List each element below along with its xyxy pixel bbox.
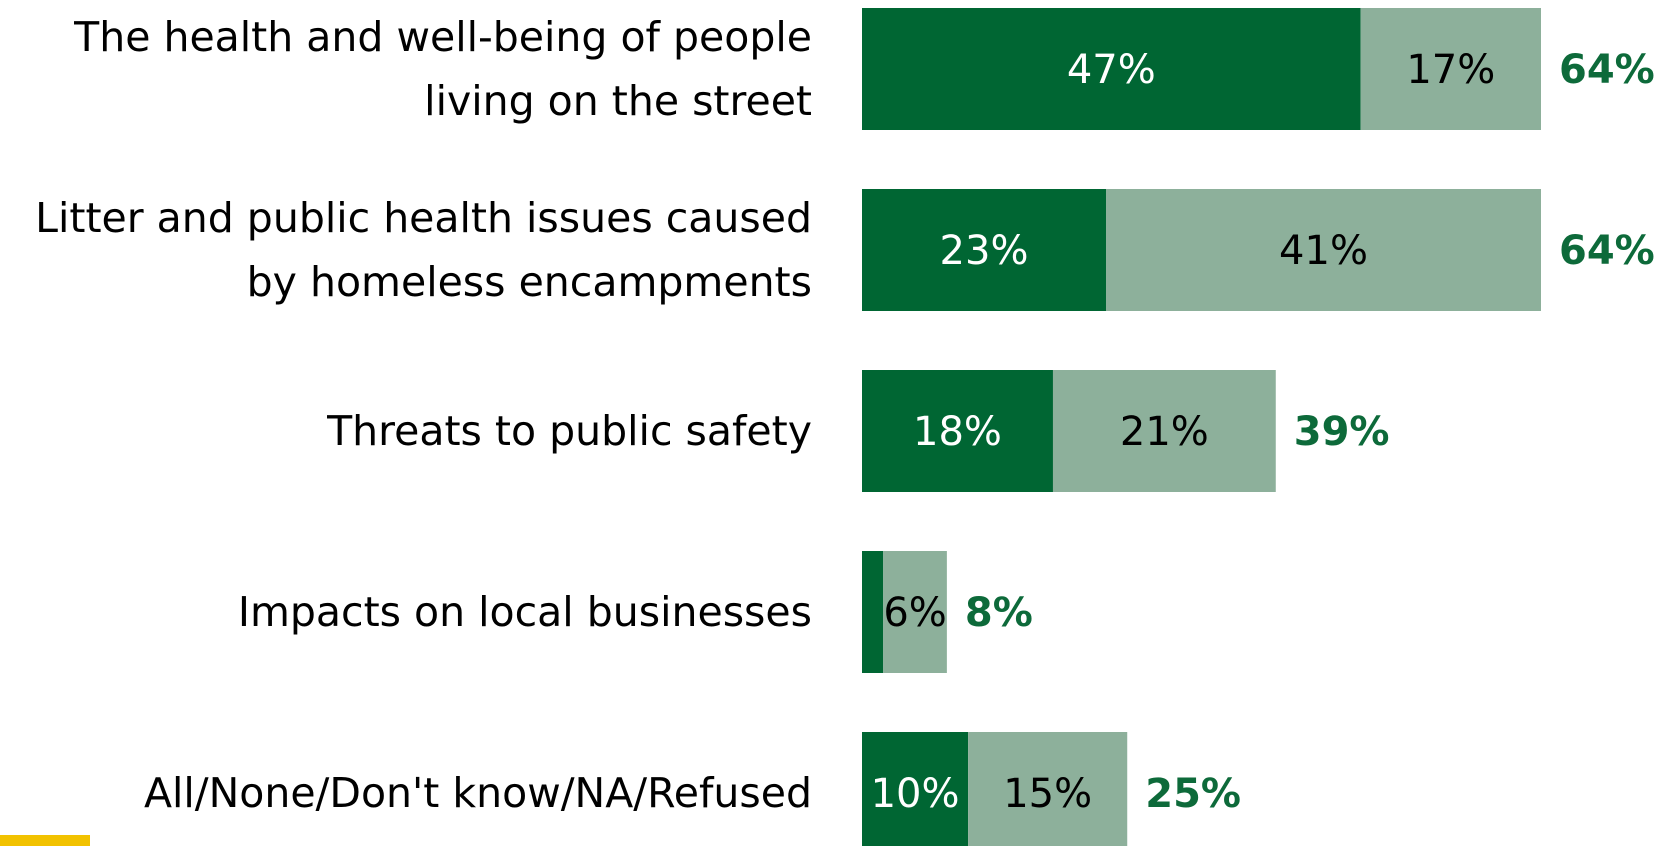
category-label-line: The health and well-being of people <box>73 13 812 61</box>
bar-segment-second <box>968 732 1128 846</box>
bar-segment-first <box>862 189 1107 311</box>
category-label: The health and well-being of people livin… <box>73 13 812 125</box>
category-label: Impacts on local businesses <box>238 588 812 636</box>
segment-value-label: 18% <box>913 409 1002 455</box>
total-value-label: 39% <box>1294 409 1390 455</box>
segment-value-label: 47% <box>1067 47 1156 93</box>
total-value-label: 64% <box>1559 47 1655 93</box>
segment-value-label: 17% <box>1406 47 1495 93</box>
category-label-line: Threats to public safety <box>326 407 812 455</box>
segment-value-label: 41% <box>1279 228 1368 274</box>
bar-segment-second <box>1052 370 1276 492</box>
segment-value-label: 6% <box>883 590 946 636</box>
bar-segment-first <box>862 551 884 673</box>
total-value-label: 8% <box>965 590 1033 636</box>
segment-value-label: 10% <box>871 771 960 817</box>
bar-segment-first <box>862 8 1361 130</box>
bar-segment-second <box>1360 8 1541 130</box>
category-label: Litter and public health issues caused by… <box>35 194 812 306</box>
category-label-line: by homeless encampments <box>247 258 812 306</box>
category-label-line: Impacts on local businesses <box>238 588 812 636</box>
category-label-line: All/None/Don't know/NA/Refused <box>144 769 812 817</box>
segment-value-label: 21% <box>1120 409 1209 455</box>
category-label: Threats to public safety <box>326 407 812 455</box>
category-label: All/None/Don't know/NA/Refused <box>144 769 812 817</box>
total-value-label: 25% <box>1145 771 1241 817</box>
bar-segment-first <box>862 370 1053 492</box>
bar-segment-second <box>1106 189 1541 311</box>
category-label-line: Litter and public health issues caused <box>35 194 812 242</box>
total-value-label: 64% <box>1559 228 1655 274</box>
bar-segment-second <box>883 551 947 673</box>
logo-fragment <box>0 835 90 846</box>
bar-segment-first <box>862 732 969 846</box>
segment-value-label: 15% <box>1003 771 1092 817</box>
segment-value-label: 23% <box>940 228 1029 274</box>
category-label-line: living on the street <box>424 77 812 125</box>
